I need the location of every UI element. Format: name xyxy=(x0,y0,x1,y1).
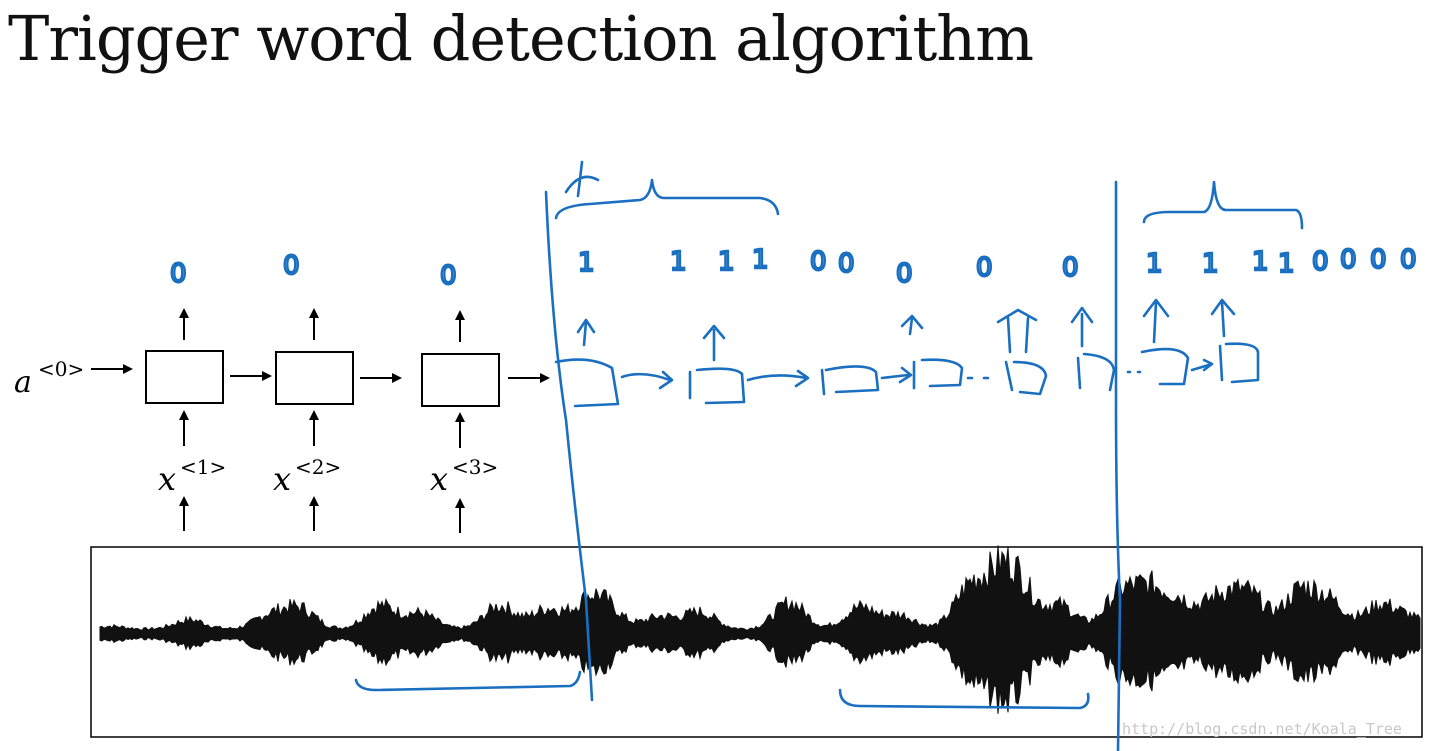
svg-text:1: 1 xyxy=(1202,249,1219,279)
svg-text:1: 1 xyxy=(1146,249,1163,279)
divider-line-1 xyxy=(544,190,594,702)
hw-cell-10 xyxy=(1140,347,1190,386)
svg-text:0: 0 xyxy=(810,247,827,277)
svg-text:a: a xyxy=(14,365,32,400)
svg-text:1: 1 xyxy=(578,248,595,278)
hw-arrow-1 xyxy=(620,372,672,382)
svg-text:<3>: <3> xyxy=(452,455,498,479)
svg-text:x: x xyxy=(273,460,291,498)
svg-text:<1>: <1> xyxy=(180,455,226,479)
bracket-keyword-2 xyxy=(838,688,1090,710)
audio-waveform xyxy=(99,545,1421,714)
hw-cell-9 xyxy=(1076,352,1116,392)
output-label-1: 0 xyxy=(170,259,187,289)
svg-text:1: 1 xyxy=(718,247,735,277)
svg-text:0: 0 xyxy=(1370,245,1387,275)
svg-text:<2>: <2> xyxy=(295,455,341,479)
svg-text:0: 0 xyxy=(976,253,993,283)
input-label-1: x <1> xyxy=(158,455,226,498)
brace-segment2 xyxy=(1142,180,1304,230)
svg-text:1: 1 xyxy=(752,245,769,275)
hw-cell-6 xyxy=(820,365,880,396)
rnn-cell-2 xyxy=(275,351,354,405)
handwritten-outputs-segment1: 1 1 1 1 0 0 0 0 0 xyxy=(577,244,1080,290)
handwritten-up-arrows xyxy=(576,298,1236,362)
bracket-keyword-1 xyxy=(354,670,582,692)
svg-text:1: 1 xyxy=(1278,249,1295,279)
svg-text:0: 0 xyxy=(1400,245,1417,275)
hw-cell-5 xyxy=(688,367,746,405)
initial-activation-label: a <0> xyxy=(14,357,84,400)
svg-text:x: x xyxy=(158,460,176,498)
watermark: http://blog.csdn.net/Koala_Tree xyxy=(1122,720,1402,738)
svg-text:0: 0 xyxy=(838,249,855,279)
hw-arrow-3 xyxy=(880,373,910,380)
input-label-3: x <3> xyxy=(430,455,498,498)
output-label-3: 0 xyxy=(440,261,457,291)
handwritten-outputs-segment2: 1 1 1 1 0 0 0 0 xyxy=(1145,244,1418,280)
svg-text:0: 0 xyxy=(1312,247,1329,277)
hw-cell-7 xyxy=(912,358,964,390)
handwritten-cells xyxy=(554,342,1260,408)
svg-text:0: 0 xyxy=(896,259,913,289)
cross-mark xyxy=(564,160,600,198)
output-label-2: 0 xyxy=(283,251,300,281)
rnn-cell-3 xyxy=(421,353,500,407)
brace-segment1 xyxy=(554,178,780,220)
input-label-2: x <2> xyxy=(273,455,341,498)
svg-text:<0>: <0> xyxy=(38,357,84,381)
hw-cell-4 xyxy=(554,358,620,408)
svg-text:1: 1 xyxy=(1252,247,1269,277)
divider-line-2 xyxy=(1114,180,1122,751)
rnn-cell-1 xyxy=(145,350,224,404)
hw-cell-11 xyxy=(1218,342,1260,384)
hw-cell-8 xyxy=(1004,360,1048,396)
hw-arrow-2 xyxy=(746,374,808,382)
svg-text:1: 1 xyxy=(670,247,687,277)
svg-text:x: x xyxy=(430,460,448,498)
svg-text:0: 0 xyxy=(1062,253,1079,283)
svg-text:0: 0 xyxy=(1340,245,1357,275)
hw-arrow-4 xyxy=(1190,358,1214,372)
slide-title: Trigger word detection algorithm xyxy=(8,2,1034,75)
